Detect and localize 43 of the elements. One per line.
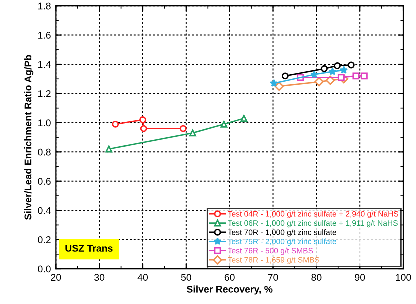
point — [334, 62, 341, 70]
point — [360, 72, 368, 80]
point — [180, 125, 187, 132]
point — [220, 120, 228, 128]
point — [106, 146, 113, 153]
y-tick-label: 0.0 — [38, 266, 51, 273]
point — [274, 82, 284, 92]
point — [340, 66, 348, 74]
x-tick-label: 20 — [51, 274, 62, 282]
point — [282, 72, 289, 80]
point — [338, 74, 345, 82]
x-tick-label: 80 — [312, 274, 322, 282]
y-tick-label: 0.4 — [38, 207, 52, 214]
point — [112, 120, 120, 128]
point — [310, 70, 319, 78]
point — [314, 77, 324, 87]
point — [352, 72, 360, 80]
y-tick-label: 0.8 — [38, 148, 51, 156]
x-axis-title: Silver Recovery, % — [186, 286, 273, 295]
point — [348, 62, 355, 69]
point — [189, 130, 196, 137]
y-tick-label: 1.2 — [38, 90, 51, 98]
y-tick-label: 1.6 — [38, 32, 51, 39]
annotation: USZ Trans — [66, 245, 113, 252]
point — [328, 68, 337, 76]
x-tick-label: 40 — [138, 274, 148, 282]
y-tick-label: 0.6 — [38, 178, 51, 186]
x-tick-label: 60 — [224, 274, 235, 282]
y-tick-label: 1.8 — [38, 2, 51, 10]
y-tick-label: 1.0 — [38, 120, 51, 127]
x-tick-label: 100 — [396, 274, 412, 282]
y-axis-title: Silver/Lead Enrichment Ratio Ag/Pb — [24, 55, 34, 220]
point — [140, 125, 148, 132]
point — [321, 65, 328, 72]
x-tick-label: 70 — [268, 274, 278, 282]
x-tick-label: 30 — [94, 274, 105, 282]
y-tick-label: 1.4 — [38, 61, 52, 68]
x-tick-label: 90 — [355, 274, 366, 282]
y-tick-label: 0.2 — [38, 236, 51, 244]
point — [140, 116, 146, 124]
x-tick-label: 50 — [181, 274, 192, 282]
point — [240, 115, 248, 122]
point — [270, 79, 278, 88]
